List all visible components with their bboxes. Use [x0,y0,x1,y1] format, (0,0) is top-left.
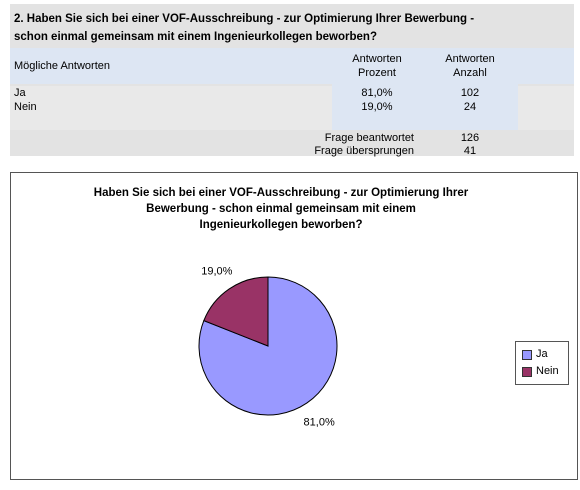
chart-title-line-1: Haben Sie sich bei einer VOF-Ausschreibu… [93,187,469,199]
count-column: 102 24 [422,86,518,130]
chart-title: Haben Sie sich bei einer VOF-Ausschreibu… [71,185,491,233]
answered-value: 126 [460,132,480,144]
header-percent: Antworten Prozent [332,52,422,88]
pie-slice-ja [198,276,338,416]
header-count-line-2: Anzahl [453,67,487,79]
chart-title-line-3: Ingenieurkollegen beworben? [199,219,363,231]
pie-chart: 81,0% 19,0% [198,266,338,428]
question-title-line-2: schon einmal gemeinsam mit einem Ingenie… [14,31,377,43]
legend-swatch-nein [522,367,532,377]
count-nein: 24 [463,101,477,113]
header-count: Antworten Anzahl [422,52,518,88]
percent-nein: 19,0% [361,101,393,113]
percent-ja: 81,0% [361,87,393,99]
legend-swatch-ja [522,350,532,360]
survey-results-table: 2. Haben Sie sich bei einer VOF-Ausschre… [10,4,574,157]
percent-column: 81,0% 19,0% [332,86,422,130]
question-title-line-1: 2. Haben Sie sich bei einer VOF-Ausschre… [14,13,475,25]
table-body: Ja Nein 81,0% 19,0% 102 24 [10,86,574,130]
legend-label-ja: Ja [536,348,548,360]
skipped-label: Frage übersprungen [314,145,414,157]
header-percent-line-2: Prozent [358,67,396,79]
pie-slice-nein [203,276,269,347]
chart-title-line-2: Bewerbung - schon einmal gemeinsam mit e… [146,203,416,215]
header-count-line-1: Antworten [445,53,495,65]
pie-chart-panel: Haben Sie sich bei einer VOF-Ausschreibu… [10,172,578,480]
summary-rows: Frage beantwortet 126 Frage übersprungen… [10,132,574,157]
question-title: 2. Haben Sie sich bei einer VOF-Ausschre… [14,10,566,46]
table-header-row: Mögliche Antworten Antworten Prozent Ant… [10,48,574,88]
skipped-value: 41 [463,145,477,157]
pie-label-nein: 19,0% [201,266,232,278]
pie-label-ja: 81,0% [304,416,335,428]
answered-label: Frage beantwortet [324,132,414,144]
legend-label-nein: Nein [536,365,559,377]
chart-legend: Ja Nein [515,341,569,385]
row-label-nein: Nein [14,101,37,113]
header-percent-line-1: Antworten [352,53,402,65]
row-label-ja: Ja [14,87,26,99]
count-ja: 102 [460,87,480,99]
header-answers: Mögliche Antworten [14,60,110,72]
